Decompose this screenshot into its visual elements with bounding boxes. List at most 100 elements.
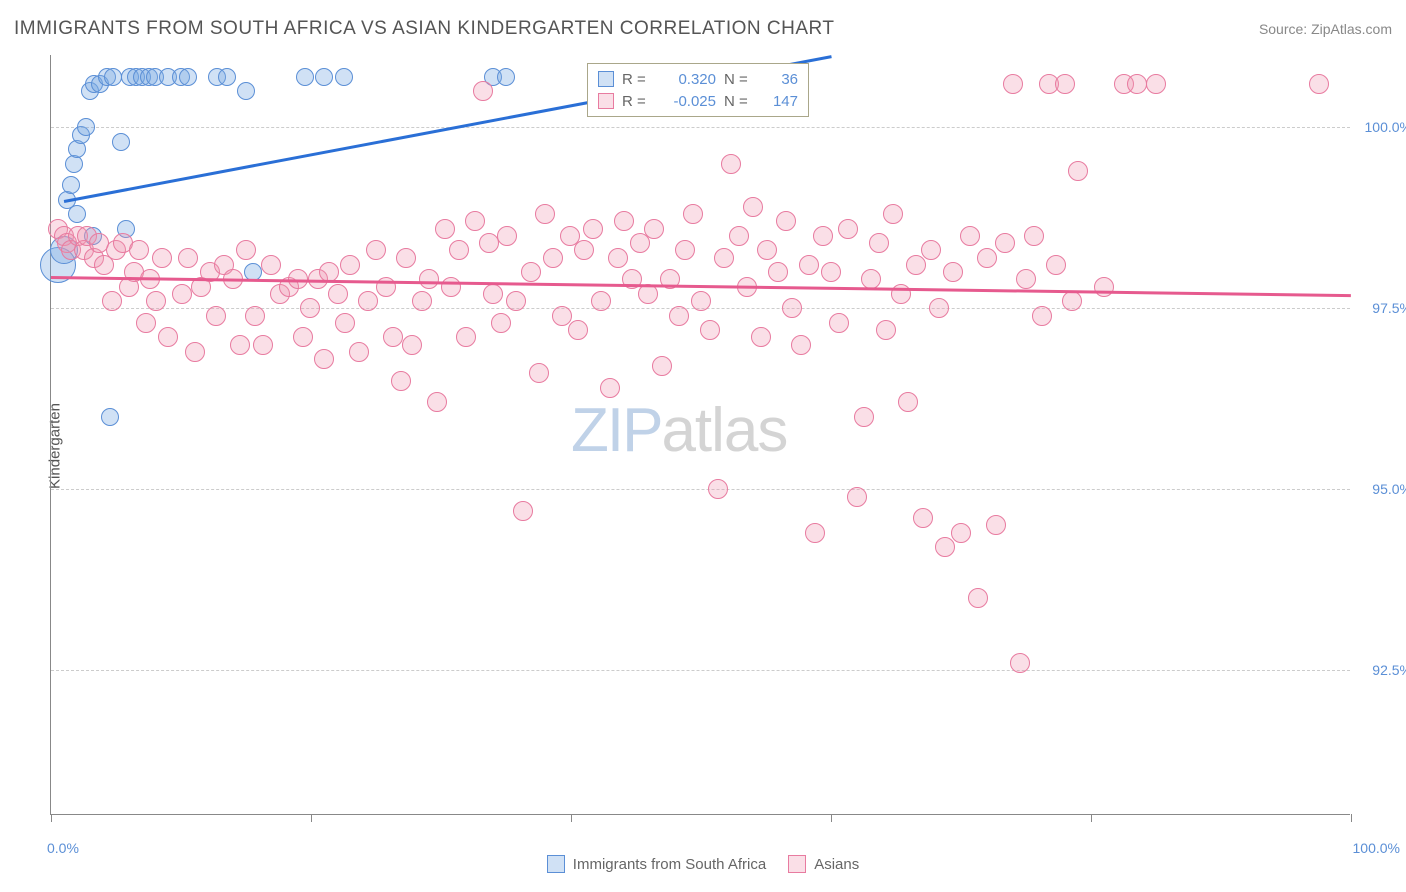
data-point-asian: [1016, 269, 1036, 289]
data-point-asian: [821, 262, 841, 282]
data-point-asian: [776, 211, 796, 231]
data-point-asian: [1055, 74, 1075, 94]
data-point-asian: [1010, 653, 1030, 673]
data-point-sa: [104, 68, 122, 86]
data-point-asian: [869, 233, 889, 253]
data-point-asian: [335, 313, 355, 333]
data-point-asian: [675, 240, 695, 260]
data-point-asian: [838, 219, 858, 239]
data-point-asian: [986, 515, 1006, 535]
data-point-asian: [652, 356, 672, 376]
data-point-asian: [714, 248, 734, 268]
watermark: ZIPatlas: [571, 395, 787, 466]
data-point-asian: [644, 219, 664, 239]
data-point-asian: [230, 335, 250, 355]
data-point-asian: [102, 291, 122, 311]
data-point-asian: [383, 327, 403, 347]
data-point-asian: [729, 226, 749, 246]
data-point-asian: [813, 226, 833, 246]
data-point-asian: [535, 204, 555, 224]
data-point-asian: [977, 248, 997, 268]
legend-item-sa: Immigrants from South Africa: [547, 855, 766, 873]
data-point-sa: [101, 408, 119, 426]
data-point-asian: [898, 392, 918, 412]
data-point-asian: [178, 248, 198, 268]
data-point-asian: [245, 306, 265, 326]
data-point-asian: [419, 269, 439, 289]
data-point-asian: [236, 240, 256, 260]
data-point-asian: [185, 342, 205, 362]
data-point-asian: [1024, 226, 1044, 246]
y-tick-label: 97.5%: [1372, 300, 1406, 316]
data-point-asian: [960, 226, 980, 246]
data-point-asian: [791, 335, 811, 355]
chart-plot-area: ZIPatlas 100.0%97.5%95.0%92.5%0.0%100.0%…: [50, 55, 1350, 815]
x-tick: [1091, 814, 1092, 822]
data-point-asian: [435, 219, 455, 239]
x-tick: [571, 814, 572, 822]
data-point-sa: [218, 68, 236, 86]
data-point-asian: [1068, 161, 1088, 181]
legend-n-label: N =: [724, 71, 752, 88]
data-point-sa: [112, 133, 130, 151]
y-tick-label: 92.5%: [1372, 662, 1406, 678]
data-point-asian: [497, 226, 517, 246]
data-point-asian: [412, 291, 432, 311]
data-point-asian: [683, 204, 703, 224]
legend-label-asian: Asians: [814, 856, 859, 873]
legend-swatch-sa: [598, 71, 614, 87]
chart-title: IMMIGRANTS FROM SOUTH AFRICA VS ASIAN KI…: [14, 18, 835, 40]
x-tick-label-right: 100.0%: [1353, 840, 1400, 856]
data-point-asian: [743, 197, 763, 217]
data-point-asian: [591, 291, 611, 311]
data-point-sa: [497, 68, 515, 86]
legend-n-value: 147: [760, 93, 798, 110]
data-point-asian: [1309, 74, 1329, 94]
data-point-asian: [1032, 306, 1052, 326]
data-point-sa: [62, 176, 80, 194]
data-point-sa: [315, 68, 333, 86]
data-point-asian: [349, 342, 369, 362]
data-point-asian: [146, 291, 166, 311]
legend-stats: R =0.320N =36R =-0.025N =147: [587, 63, 809, 117]
data-point-asian: [358, 291, 378, 311]
data-point-asian: [1062, 291, 1082, 311]
legend-n-value: 36: [760, 71, 798, 88]
legend-item-asian: Asians: [788, 855, 859, 873]
data-point-asian: [129, 240, 149, 260]
data-point-asian: [206, 306, 226, 326]
data-point-asian: [1046, 255, 1066, 275]
data-point-asian: [600, 378, 620, 398]
legend-stats-row-sa: R =0.320N =36: [598, 68, 798, 90]
data-point-asian: [1094, 277, 1114, 297]
data-point-sa: [68, 205, 86, 223]
data-point-asian: [883, 204, 903, 224]
data-point-asian: [1003, 74, 1023, 94]
data-point-asian: [402, 335, 422, 355]
x-tick-label-left: 0.0%: [47, 840, 79, 856]
data-point-asian: [328, 284, 348, 304]
data-point-asian: [757, 240, 777, 260]
legend-label-sa: Immigrants from South Africa: [573, 856, 766, 873]
data-point-asian: [136, 313, 156, 333]
source-label: Source: ZipAtlas.com: [1259, 21, 1392, 37]
legend-n-label: N =: [724, 93, 752, 110]
watermark-atlas: atlas: [661, 396, 787, 465]
data-point-sa: [296, 68, 314, 86]
gridline: [51, 489, 1350, 490]
data-point-asian: [427, 392, 447, 412]
data-point-sa: [335, 68, 353, 86]
data-point-asian: [691, 291, 711, 311]
legend-swatch-asian: [598, 93, 614, 109]
data-point-asian: [491, 313, 511, 333]
legend-swatch-sa: [547, 855, 565, 873]
data-point-asian: [529, 363, 549, 383]
data-point-asian: [929, 298, 949, 318]
y-tick-label: 100.0%: [1365, 119, 1406, 135]
data-point-asian: [261, 255, 281, 275]
watermark-zip: ZIP: [571, 396, 661, 465]
data-point-asian: [968, 588, 988, 608]
data-point-asian: [951, 523, 971, 543]
data-point-asian: [449, 240, 469, 260]
legend-stats-row-asian: R =-0.025N =147: [598, 90, 798, 112]
